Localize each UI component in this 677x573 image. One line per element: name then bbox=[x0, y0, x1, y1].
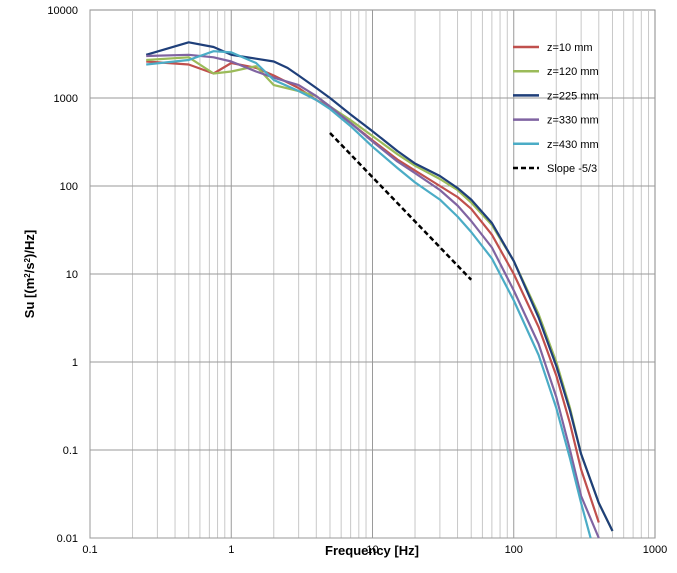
x-tick-label: 1000 bbox=[643, 544, 667, 556]
x-tick-label: 10 bbox=[366, 544, 378, 556]
y-tick-label: 10000 bbox=[47, 5, 78, 17]
y-tick-label: 10 bbox=[66, 269, 78, 281]
legend-label: z=120 mm bbox=[547, 66, 599, 78]
series-line-5 bbox=[146, 50, 592, 539]
legend: z=10 mm z=120 mm z=225 mm z=330 mm z=430 mm S… bbox=[513, 42, 599, 175]
y-tick-label: 0.1 bbox=[63, 445, 78, 457]
y-axis-title: Su [(m2/s2)/Hz] bbox=[22, 230, 37, 318]
series-line-3 bbox=[145, 41, 614, 532]
x-tick-label: 0.1 bbox=[82, 544, 97, 556]
y-axis-title-sup1: 2 bbox=[23, 273, 32, 278]
y-tick-label: 100 bbox=[60, 181, 78, 193]
series-layer bbox=[145, 41, 614, 539]
y-axis-title-sup2: 2 bbox=[23, 257, 32, 262]
x-axis-title: Frequency [Hz] bbox=[325, 543, 419, 558]
legend-label: z=10 mm bbox=[547, 42, 593, 54]
legend-label: z=225 mm bbox=[547, 90, 599, 102]
x-tick-label: 100 bbox=[505, 544, 523, 556]
series-line-6 bbox=[329, 132, 473, 281]
series-line-1 bbox=[146, 60, 600, 523]
series-line-4 bbox=[146, 53, 600, 539]
y-axis-title-part2: /s bbox=[22, 262, 37, 273]
y-tick-label: 1000 bbox=[54, 93, 78, 105]
x-tick-labels: 0.1 1 10 100 1000 bbox=[82, 544, 667, 556]
legend-label: z=430 mm bbox=[547, 139, 599, 151]
y-axis-title-part3: )/Hz] bbox=[22, 230, 37, 258]
y-axis-title-part1: Su [(m bbox=[22, 278, 37, 318]
x-tick-label: 1 bbox=[228, 544, 234, 556]
legend-label: z=330 mm bbox=[547, 115, 599, 127]
grid bbox=[89, 10, 655, 539]
y-tick-label: 1 bbox=[72, 357, 78, 369]
legend-label: Slope -5/3 bbox=[547, 163, 597, 175]
y-tick-labels: 0.01 0.1 1 10 100 1000 10000 bbox=[47, 5, 78, 545]
y-tick-label: 0.01 bbox=[57, 533, 78, 545]
series-line-2 bbox=[146, 56, 614, 532]
